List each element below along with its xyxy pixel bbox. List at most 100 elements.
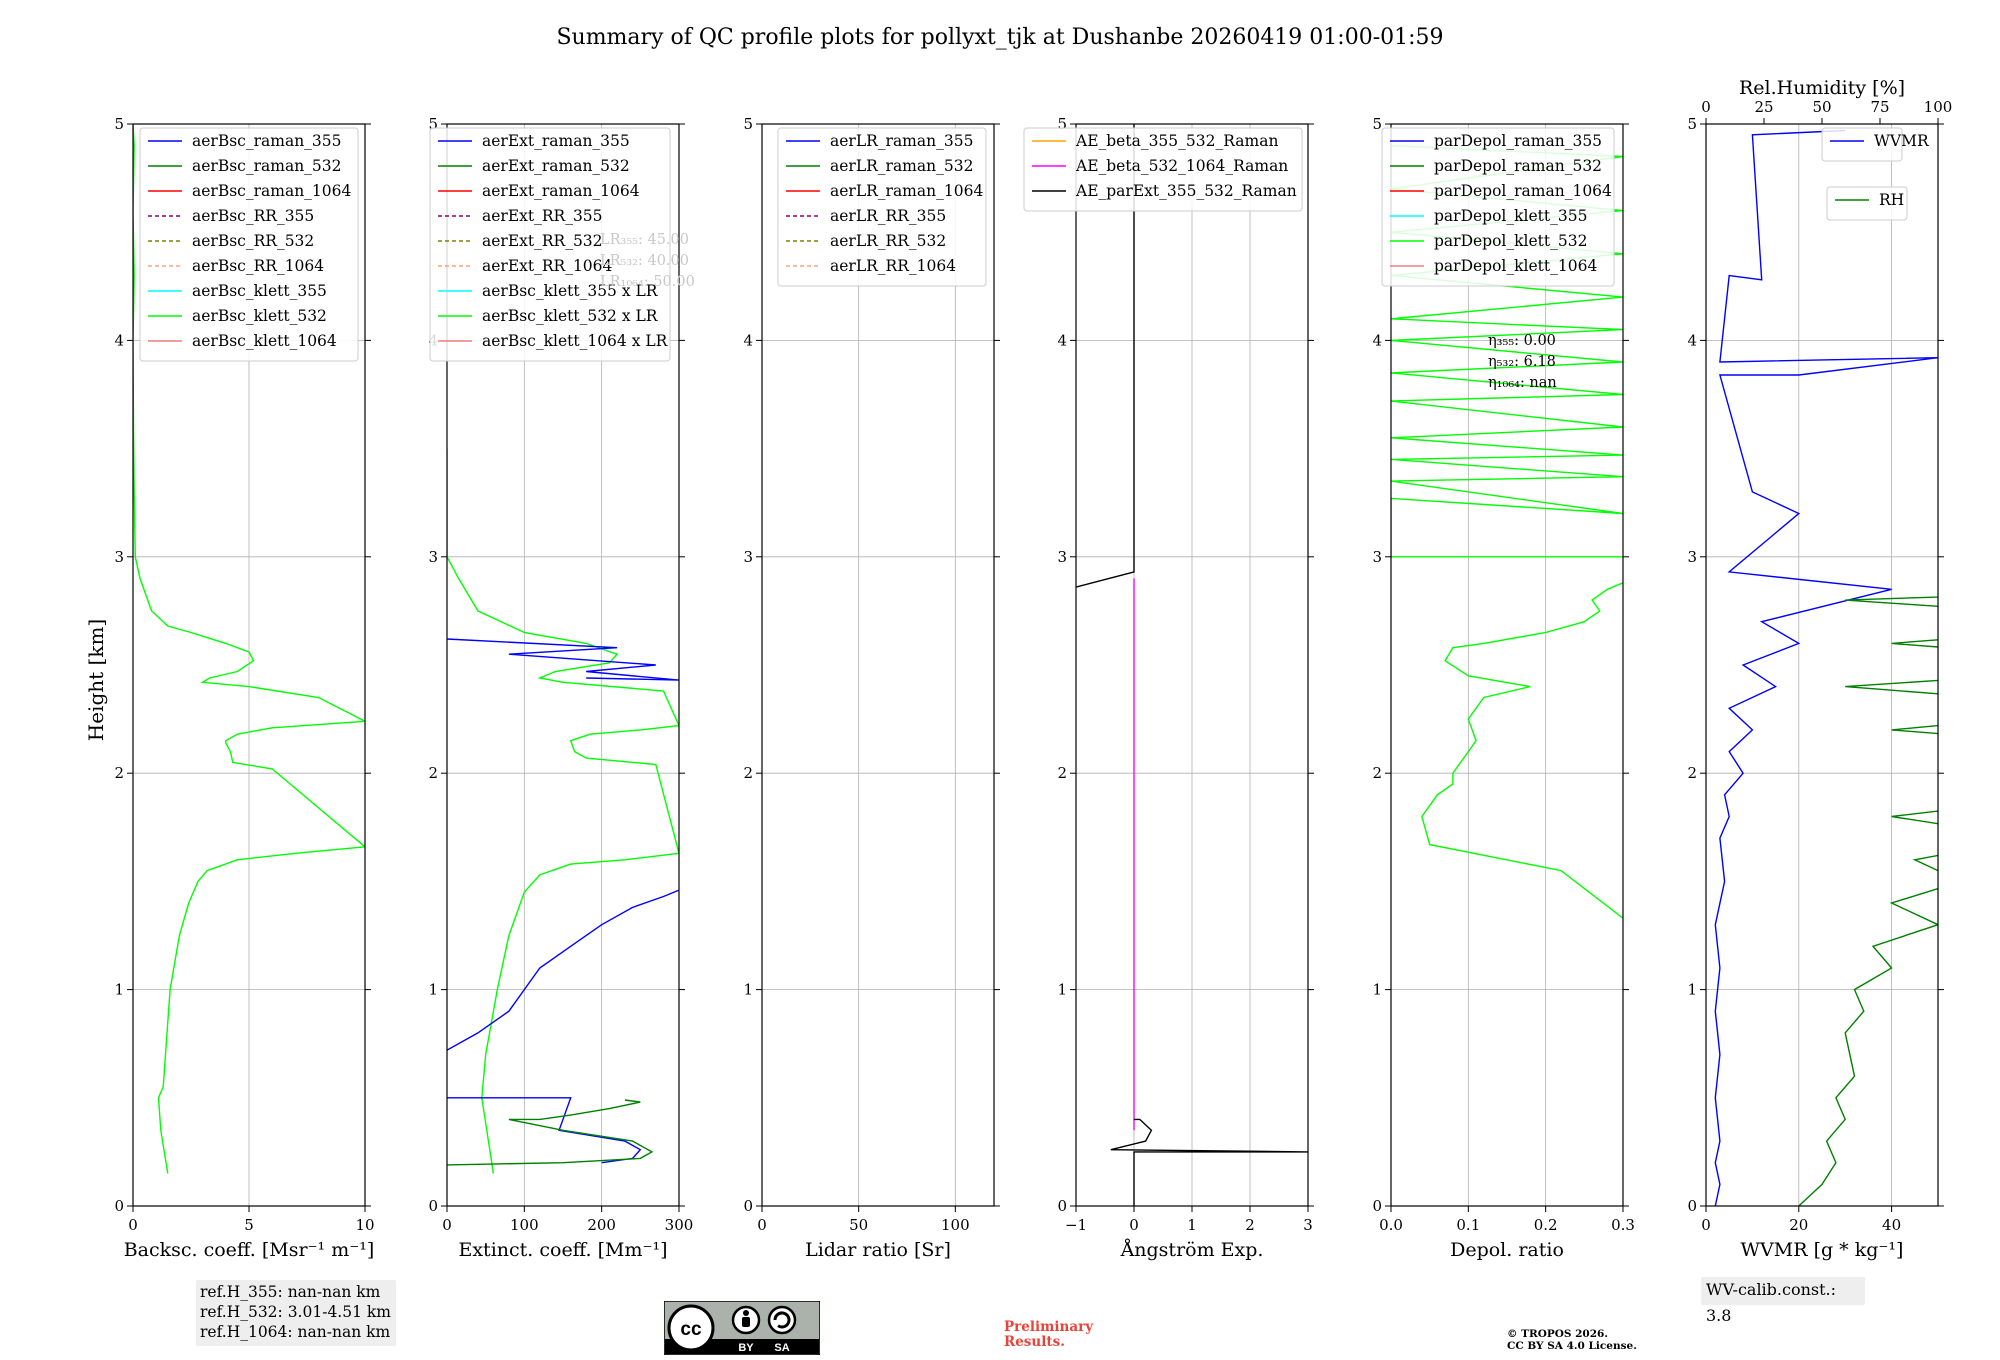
plot-frame xyxy=(761,123,995,1207)
legend-label-4: aerExt_RR_532 xyxy=(482,232,603,250)
top-x-tick-label-2: 50 xyxy=(1812,98,1831,116)
x-axis-label: WVMR [g * kg⁻¹] xyxy=(1741,1239,1904,1261)
series-RH xyxy=(1798,596,1938,1206)
legend-label-0: aerExt_raman_355 xyxy=(482,132,630,150)
legend-label-1: aerBsc_raman_532 xyxy=(192,157,342,175)
legend-frame xyxy=(429,127,671,362)
x-tick-label-1: 0 xyxy=(1129,1216,1139,1234)
legend-label-5: aerBsc_RR_1064 xyxy=(192,257,324,275)
x-axis-label: Extinct. coeff. [Mm⁻¹] xyxy=(458,1239,667,1261)
x-tick-label-3: 300 xyxy=(665,1216,694,1234)
legend-frame xyxy=(1023,127,1303,212)
plot-frame xyxy=(1705,123,1939,1207)
x-tick-label-0: 0.0 xyxy=(1379,1216,1403,1234)
legend-secondary: RH xyxy=(1826,186,1908,221)
legend-label-0: parDepol_raman_355 xyxy=(1434,132,1602,150)
y-tick-label-2: 2 xyxy=(1687,764,1697,782)
y-tick-label-5: 5 xyxy=(428,115,438,133)
annotation-0: η₃₅₅: 0.00 xyxy=(1488,333,1556,349)
legend-label-2: AE_parExt_355_532_Raman xyxy=(1075,182,1297,200)
legend: aerLR_raman_355 aerLR_raman_532 aerLR_rama… xyxy=(777,127,987,287)
annotation-0: LR₃₅₅: 45.00 xyxy=(600,232,689,248)
y-tick-label-1: 1 xyxy=(1687,981,1697,999)
legend-secondary-frame xyxy=(1826,186,1908,221)
copyright-line-1: © TROPOS 2026. xyxy=(1507,1328,1609,1340)
reference-height-box: ref.H_355: nan-nan km ref.H_532: 3.01-4.… xyxy=(196,1280,396,1346)
y-tick-label-0: 0 xyxy=(743,1197,753,1215)
y-tick-label-4: 4 xyxy=(114,331,124,349)
preliminary-line-2: Results. xyxy=(1004,1334,1065,1350)
y-tick-label-5: 5 xyxy=(1372,115,1382,133)
legend-label-8: aerBsc_klett_1064 x LR xyxy=(482,332,669,350)
legend: aerExt_raman_355 aerExt_raman_532 aerExt_r… xyxy=(429,127,671,362)
annotation-1: η₅₃₂: 6.18 xyxy=(1488,354,1556,370)
y-tick-label-5: 5 xyxy=(1057,115,1067,133)
x-tick-label-2: 0.2 xyxy=(1534,1216,1558,1234)
cc-license-badge: cc BY SA xyxy=(664,1301,820,1355)
y-tick-label-2: 2 xyxy=(1057,764,1067,782)
x-tick-label-1: 20 xyxy=(1789,1216,1808,1234)
ref-height-355: ref.H_355: nan-nan km xyxy=(200,1283,381,1301)
x-tick-label-3: 0.3 xyxy=(1611,1216,1635,1234)
top-x-tick-label-3: 75 xyxy=(1870,98,1889,116)
legend-label-5: aerExt_RR_1064 xyxy=(482,257,613,275)
x-tick-label-2: 10 xyxy=(355,1216,374,1234)
series-AE_parExt_355_532_Raman xyxy=(1110,1118,1308,1206)
plot-frame xyxy=(1390,123,1624,1207)
y-tick-label-4: 4 xyxy=(1372,331,1382,349)
panel-lidar_ratio: 0 50 100 0 1 2 3 4 5 Lidar ratio [Sr] aerLR_raman_… xyxy=(743,115,1000,1261)
y-tick-label-4: 4 xyxy=(1687,331,1697,349)
series-aerBsc_klett_532 x LR xyxy=(447,448,679,1174)
top-x-axis-label: Rel.Humidity [%] xyxy=(1739,77,1905,99)
preliminary-line-1: Preliminary xyxy=(1004,1319,1094,1335)
y-tick-label-5: 5 xyxy=(1687,115,1697,133)
x-axis-label: Ångström Exp. xyxy=(1120,1239,1264,1261)
legend-label-7: aerBsc_klett_532 x LR xyxy=(482,307,659,325)
y-tick-label-4: 4 xyxy=(1057,331,1067,349)
series-aerExt_raman_532 xyxy=(447,1099,654,1166)
legend-label-1: parDepol_raman_532 xyxy=(1434,157,1602,175)
legend-frame xyxy=(777,127,987,287)
legend-label-1: AE_beta_532_1064_Raman xyxy=(1075,157,1288,175)
panel-backscatter: 0 5 10 0 1 2 3 4 5 Backsc. coeff. [Msr⁻¹ m⁻¹] aerB… xyxy=(114,115,374,1261)
x-tick-label-0: 0 xyxy=(128,1216,138,1234)
legend-label-0: WVMR xyxy=(1874,132,1930,150)
legend-label-8: aerBsc_klett_1064 xyxy=(192,332,337,350)
x-tick-label-1: 100 xyxy=(510,1216,539,1234)
y-tick-label-2: 2 xyxy=(1372,764,1382,782)
legend: aerBsc_raman_355 aerBsc_raman_532 aerBsc_r… xyxy=(139,127,359,362)
y-tick-label-1: 1 xyxy=(1372,981,1382,999)
y-tick-label-0: 0 xyxy=(1057,1197,1067,1215)
legend: WVMR xyxy=(1821,127,1930,162)
x-tick-label-2: 40 xyxy=(1882,1216,1901,1234)
legend-label-4: aerBsc_RR_532 xyxy=(192,232,314,250)
legend-label-5: parDepol_klett_1064 xyxy=(1434,257,1597,275)
y-tick-label-1: 1 xyxy=(743,981,753,999)
legend-label-3: aerLR_RR_355 xyxy=(830,207,946,225)
x-tick-label-1: 50 xyxy=(849,1216,868,1234)
legend-label-2: parDepol_raman_1064 xyxy=(1434,182,1612,200)
y-axis-label: Height [km] xyxy=(84,619,108,741)
legend-label-3: aerBsc_RR_355 xyxy=(192,207,314,225)
y-tick-label-3: 3 xyxy=(743,548,753,566)
top-x-tick-label-1: 25 xyxy=(1754,98,1773,116)
sa-label: SA xyxy=(774,1342,789,1354)
annotation-2: η₁₀₆₄: nan xyxy=(1488,375,1557,391)
wv-calibration-box: WV-calib.const.: 3.8 xyxy=(1701,1277,1865,1325)
legend-label-3: parDepol_klett_355 xyxy=(1434,207,1587,225)
y-tick-label-2: 2 xyxy=(428,764,438,782)
series-aerBsc_klett_532 xyxy=(133,124,365,1174)
legend-label-2: aerExt_raman_1064 xyxy=(482,182,640,200)
legend-label-4: aerLR_RR_532 xyxy=(830,232,946,250)
y-tick-label-3: 3 xyxy=(428,548,438,566)
x-tick-label-2: 100 xyxy=(941,1216,970,1234)
annotation-1: LR₅₃₂: 40.00 xyxy=(600,253,689,269)
x-tick-label-2: 1 xyxy=(1187,1216,1197,1234)
y-tick-label-3: 3 xyxy=(1372,548,1382,566)
y-tick-label-2: 2 xyxy=(114,764,124,782)
series-WVMR xyxy=(1714,129,1938,1206)
legend-label-2: aerLR_raman_1064 xyxy=(830,182,983,200)
legend-label-3: aerExt_RR_355 xyxy=(482,207,603,225)
